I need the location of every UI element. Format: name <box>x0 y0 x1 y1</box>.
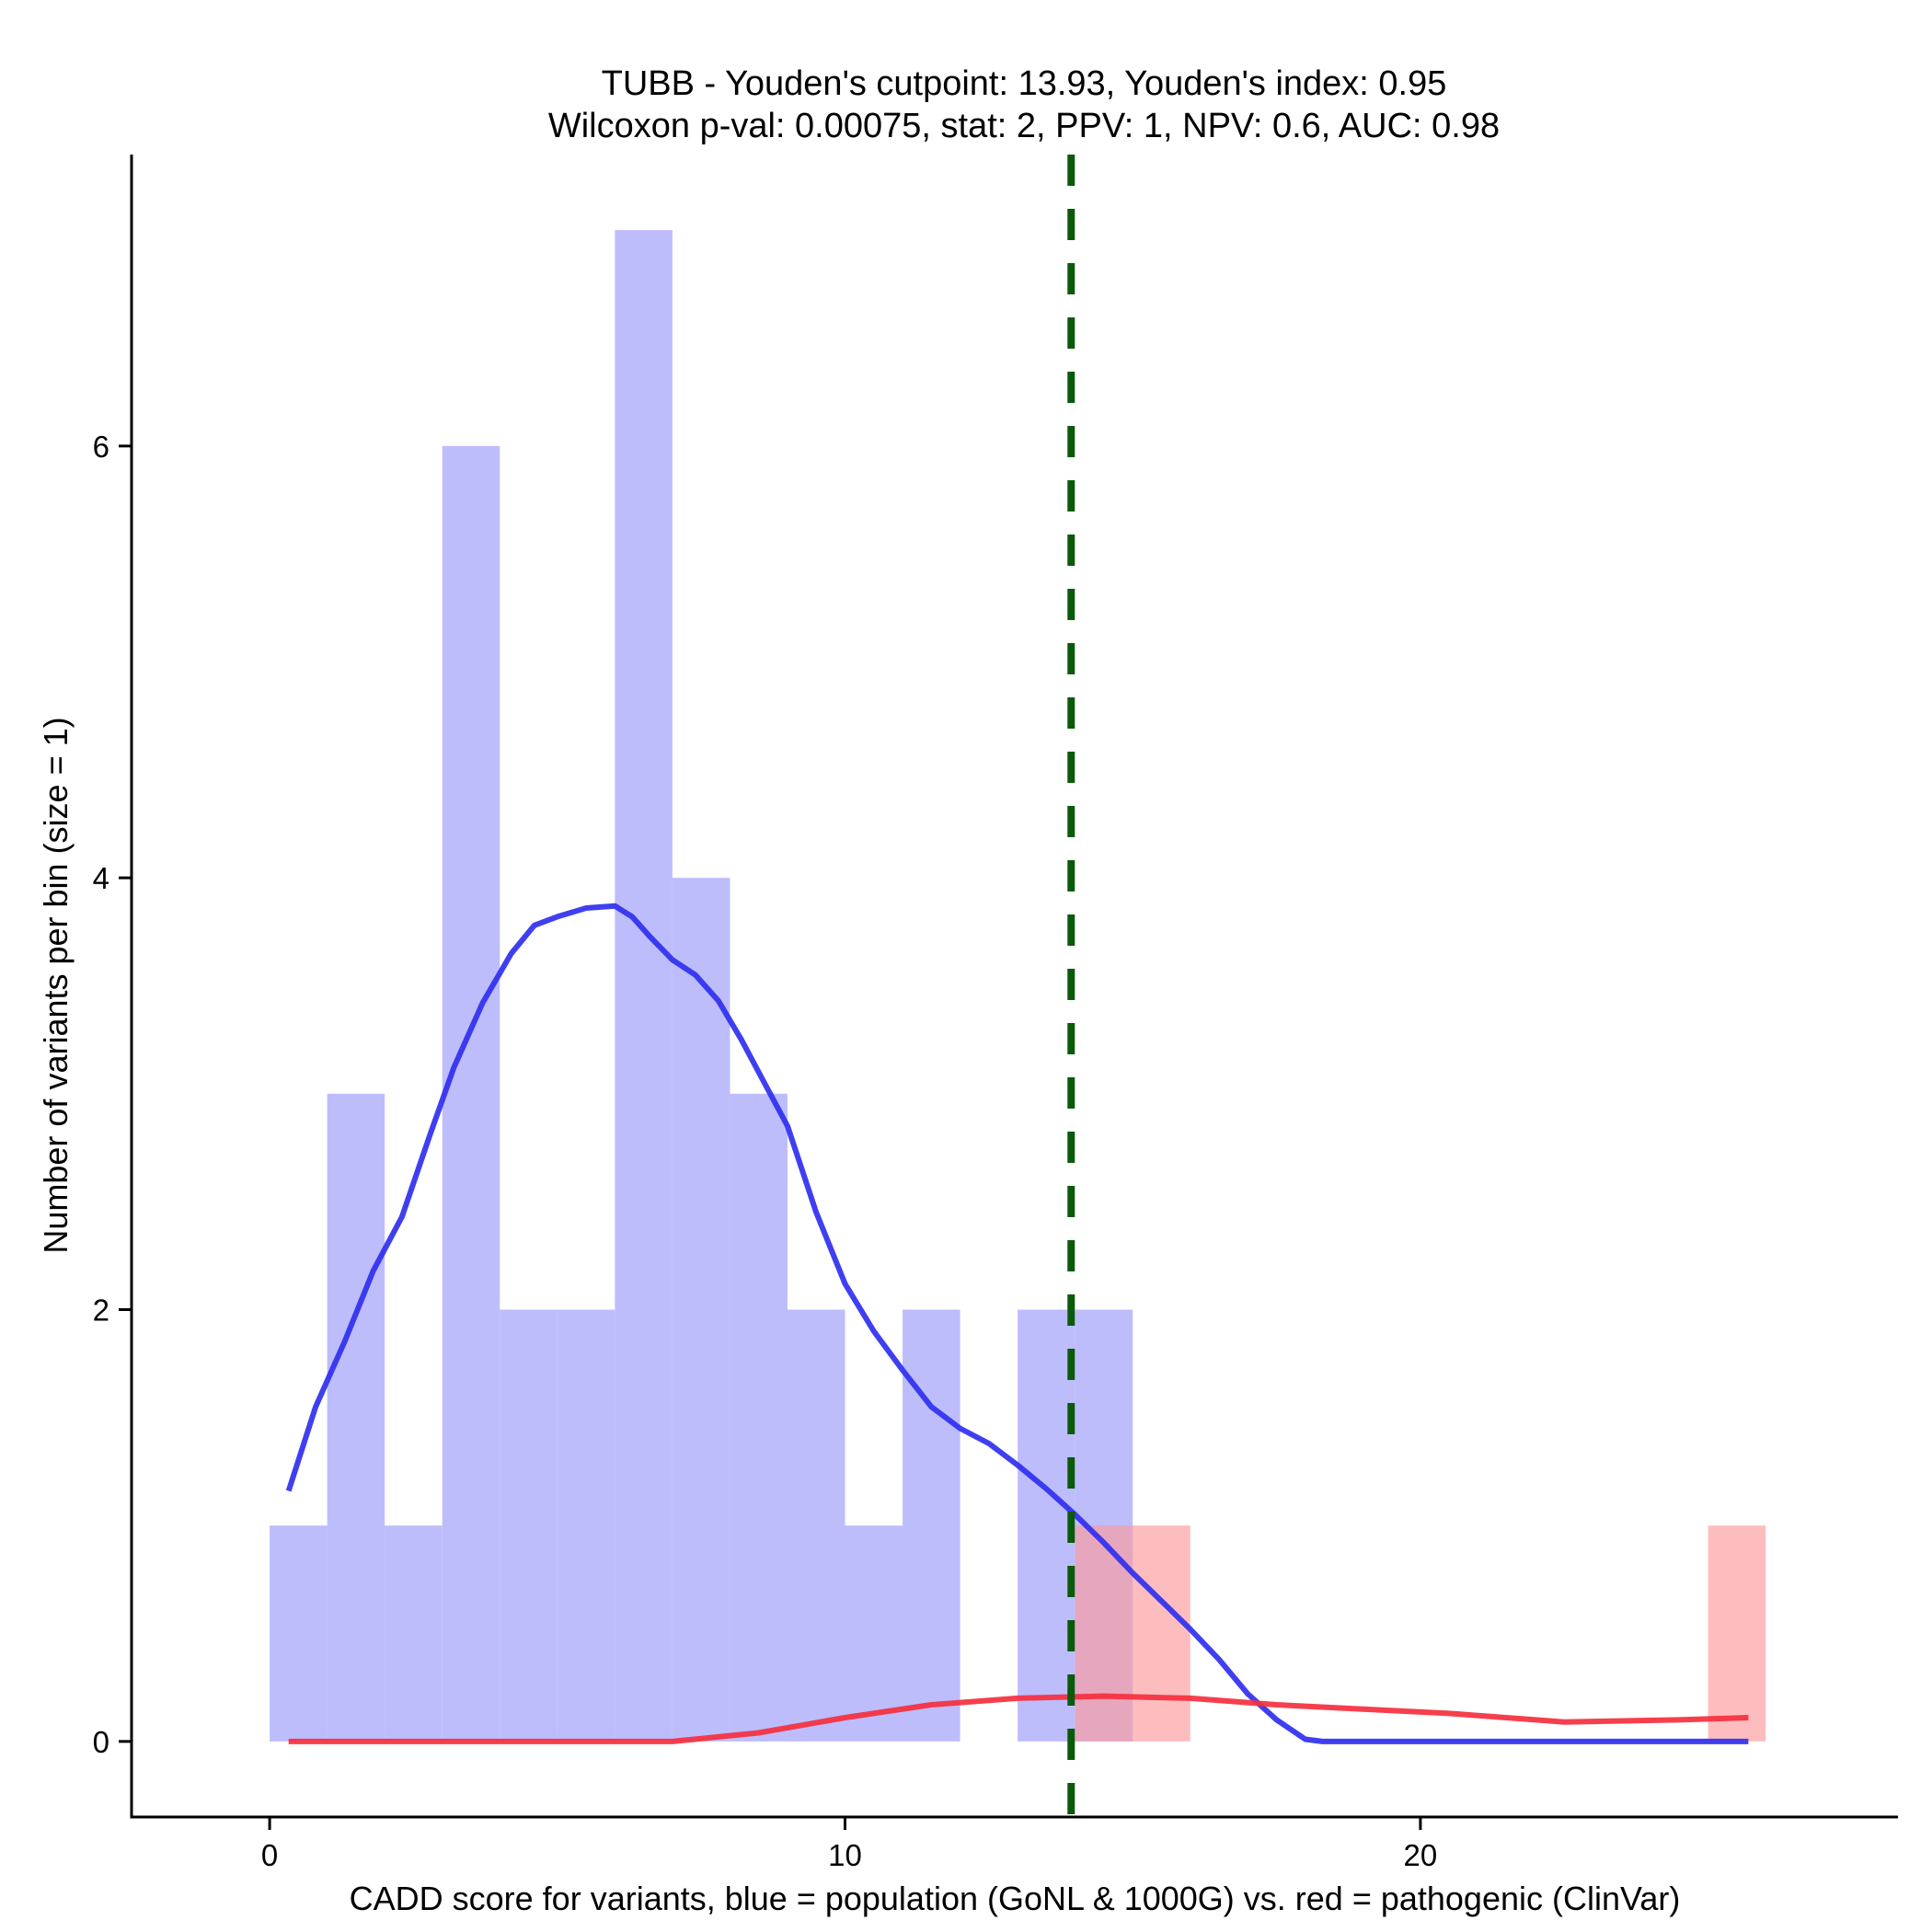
x-tick-label: 20 <box>1404 1838 1438 1872</box>
x-axis-title: CADD score for variants, blue = populati… <box>350 1880 1681 1917</box>
y-axis-ticks: 0 2 4 6 <box>93 430 132 1759</box>
pathogenic-density-line <box>288 1693 1749 1744</box>
x-tick-label: 10 <box>828 1838 862 1872</box>
population-bar <box>845 1525 903 1742</box>
x-tick-label: 0 <box>261 1838 278 1872</box>
population-bar <box>730 1093 788 1742</box>
population-bar <box>787 1309 845 1742</box>
y-tick-label: 4 <box>93 861 109 895</box>
x-axis-ticks: 0 10 20 <box>261 1817 1437 1872</box>
population-bar <box>557 1309 615 1742</box>
population-bar <box>385 1525 443 1742</box>
chart-title-line-2: Wilcoxon p-val: 0.00075, stat: 2, PPV: 1… <box>548 107 1500 145</box>
population-bar <box>327 1093 385 1742</box>
population-bar <box>672 878 730 1742</box>
population-bar <box>442 445 500 1742</box>
population-bar <box>500 1309 558 1742</box>
y-tick-label: 0 <box>93 1725 109 1759</box>
y-axis-title: Number of variants per bin (size = 1) <box>37 717 75 1253</box>
pathogenic-bars <box>1075 1525 1766 1742</box>
population-density-line <box>285 903 1749 1744</box>
density-curves <box>285 903 1749 1744</box>
population-bar <box>903 1309 960 1742</box>
pathogenic-bar <box>1133 1525 1190 1742</box>
population-bars <box>270 230 1133 1742</box>
population-bar <box>1018 1309 1075 1742</box>
y-tick-label: 6 <box>93 430 109 464</box>
population-bar <box>270 1525 328 1742</box>
chart-title-line-1: TUBB - Youden's cutpoint: 13.93, Youden'… <box>602 64 1447 103</box>
pathogenic-bar <box>1075 1525 1133 1742</box>
pathogenic-bar <box>1708 1525 1766 1742</box>
y-tick-label: 2 <box>93 1294 109 1328</box>
population-bar <box>615 230 673 1742</box>
